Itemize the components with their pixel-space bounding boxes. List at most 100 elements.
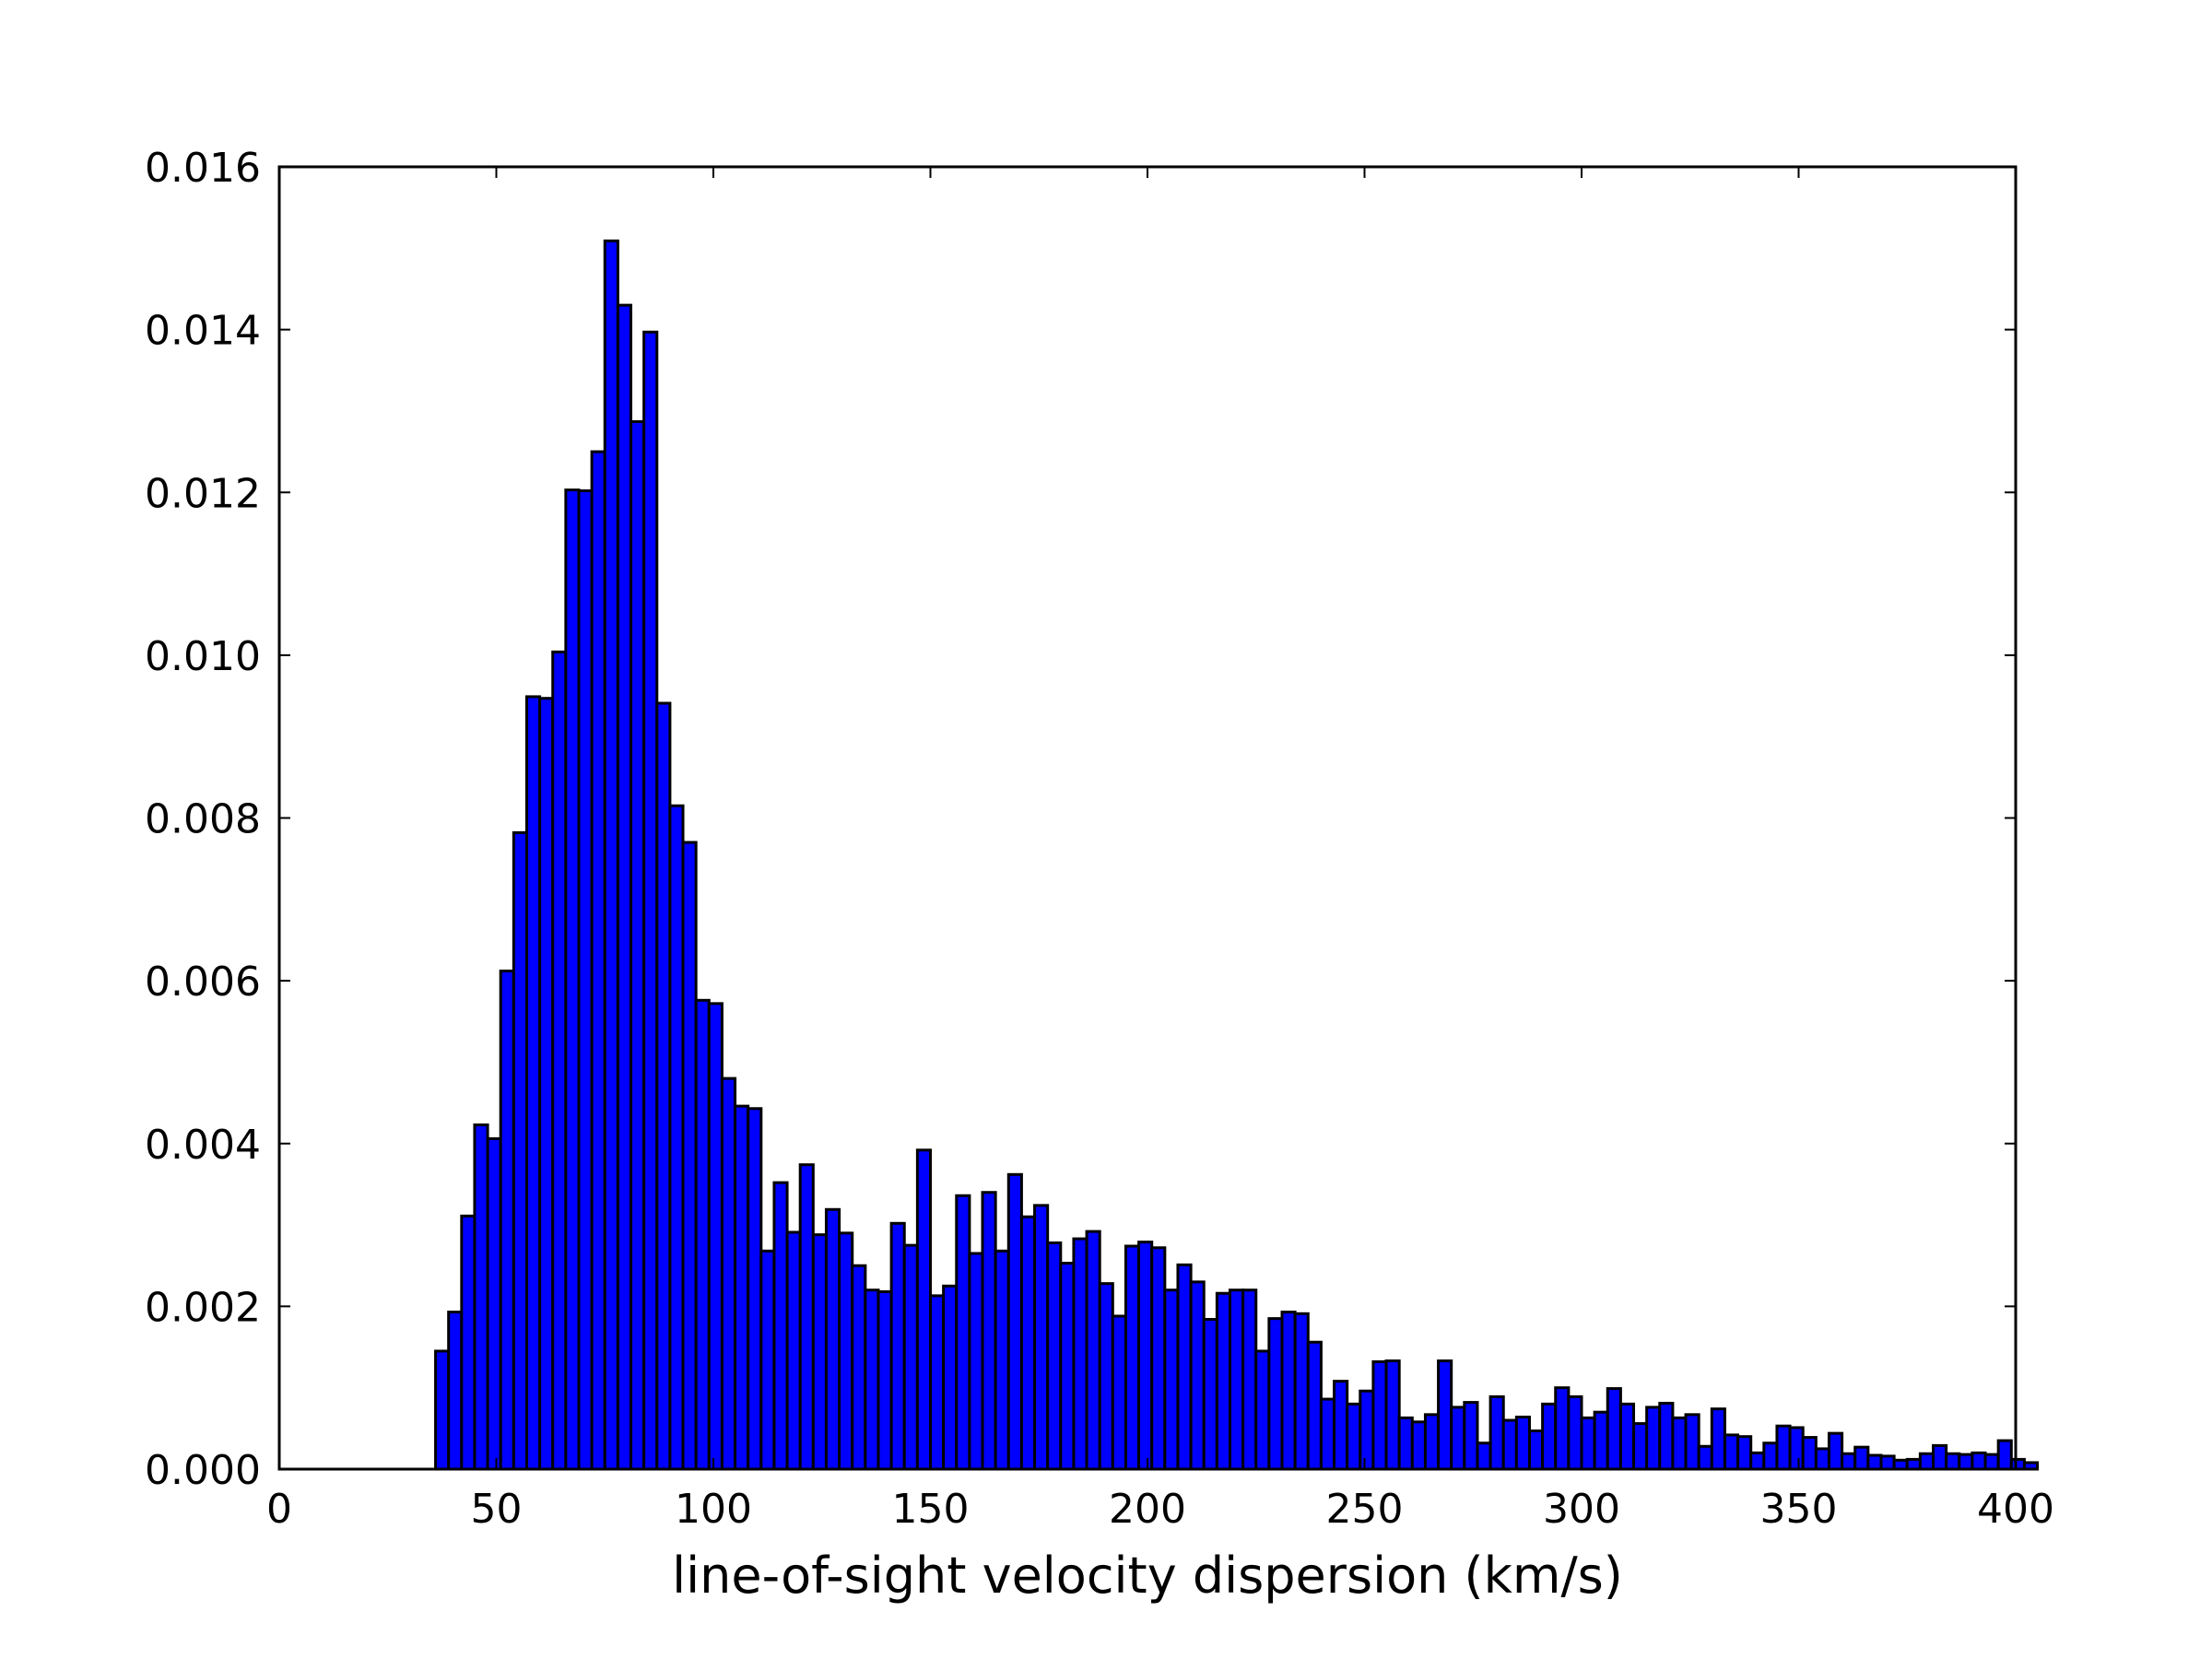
histogram-bar <box>1111 1314 1127 1471</box>
histogram-bar <box>1046 1241 1063 1471</box>
histogram-bar <box>2022 1461 2040 1471</box>
histogram-bar <box>1841 1452 1857 1471</box>
histogram-bar <box>1853 1445 1870 1471</box>
histogram-bar <box>1879 1454 1896 1471</box>
histogram-bar <box>1775 1424 1792 1471</box>
histogram-bar <box>1541 1402 1558 1471</box>
y-tick-label: 0.006 <box>145 959 261 1006</box>
histogram-bar <box>538 697 555 1471</box>
histogram-bar <box>759 1249 776 1471</box>
histogram-bar <box>824 1207 841 1471</box>
histogram-bar <box>1618 1402 1636 1471</box>
histogram-bar <box>1567 1394 1583 1471</box>
histogram-bar <box>1827 1431 1844 1471</box>
histogram-bar <box>1476 1441 1492 1471</box>
histogram-bar <box>1918 1452 1936 1471</box>
histogram-bar <box>1463 1401 1479 1471</box>
histogram-bar <box>1736 1435 1753 1471</box>
histogram-bar <box>889 1221 906 1471</box>
histogram-bar <box>942 1284 959 1471</box>
x-tick-label: 250 <box>1326 1486 1404 1533</box>
y-tick-labels: 0.000 0.002 0.004 0.006 0.008 0.010 0.012 0.014… <box>145 145 261 1494</box>
histogram-bar <box>1346 1402 1362 1471</box>
histogram-bar <box>864 1288 880 1471</box>
histogram-bar <box>1163 1288 1180 1471</box>
histogram-bar <box>1710 1407 1726 1471</box>
histogram-bar <box>460 1214 477 1471</box>
histogram-bar <box>915 1148 932 1471</box>
histogram-bar <box>929 1294 946 1471</box>
histogram-bar <box>734 1104 750 1471</box>
histogram-bar <box>1333 1380 1349 1471</box>
histogram-bar <box>851 1264 867 1471</box>
y-tick-label: 0.008 <box>145 796 261 843</box>
x-tick-label: 150 <box>892 1486 970 1533</box>
x-tick-label: 100 <box>675 1486 752 1533</box>
histogram-bar <box>1905 1457 1922 1471</box>
histogram-bar <box>564 488 581 1471</box>
histogram-bar <box>1814 1447 1830 1471</box>
histogram-bar <box>1762 1441 1779 1471</box>
histogram-bar <box>1397 1416 1414 1471</box>
histogram-bar <box>981 1191 997 1471</box>
histogram-bar <box>577 488 594 1471</box>
histogram-bar <box>447 1311 464 1471</box>
histogram-bar <box>486 1136 502 1471</box>
histogram-bar <box>1319 1397 1336 1471</box>
histogram-bar <box>1450 1406 1466 1471</box>
histogram-bar <box>1645 1406 1662 1471</box>
plot-frame <box>277 165 2018 1471</box>
histogram-bar <box>1501 1418 1518 1471</box>
histogram-bar <box>551 650 568 1471</box>
histogram-bar <box>1723 1433 1740 1471</box>
histogram-bar <box>1488 1394 1505 1471</box>
histogram-bar <box>1580 1416 1596 1471</box>
histogram-bar <box>434 1349 451 1471</box>
histogram-bar <box>1410 1420 1427 1471</box>
histogram-bar <box>1280 1311 1297 1471</box>
y-tick-label: 0.004 <box>145 1122 261 1169</box>
histogram-bar <box>798 1163 815 1471</box>
histogram-bar <box>1124 1244 1141 1471</box>
x-tick-label: 200 <box>1109 1486 1186 1533</box>
histogram-bar <box>1527 1429 1545 1471</box>
x-tick-label: 400 <box>1977 1486 2054 1533</box>
y-tick-label: 0.016 <box>145 145 261 192</box>
histogram-bar <box>1788 1426 1805 1471</box>
histogram-bar <box>1866 1453 1883 1471</box>
histogram-bar <box>1671 1416 1688 1471</box>
histogram-bar <box>1554 1386 1571 1471</box>
histogram-bar <box>473 1123 489 1471</box>
histogram-bar <box>603 239 619 1471</box>
histogram-bar <box>707 1002 724 1471</box>
histogram-bar <box>616 303 633 1471</box>
histogram-bar <box>1983 1453 2000 1471</box>
histogram-bar <box>681 841 698 1471</box>
histogram-bar <box>590 450 606 1471</box>
histogram-bar <box>1971 1451 1987 1471</box>
histogram-bar <box>694 998 711 1471</box>
histogram-bar <box>1293 1312 1310 1471</box>
histogram-bar <box>994 1249 1010 1471</box>
histogram-bar <box>838 1231 854 1471</box>
histogram-bar <box>1684 1413 1700 1471</box>
histogram-bar <box>1254 1349 1271 1471</box>
x-tick-label: 350 <box>1760 1486 1838 1533</box>
histogram-bar <box>772 1181 789 1471</box>
histogram-bar <box>1632 1422 1649 1471</box>
histogram-bar <box>629 419 646 1471</box>
histogram-bar <box>1359 1389 1375 1471</box>
histogram-bar <box>655 701 672 1471</box>
histogram-bar <box>1137 1241 1154 1471</box>
histogram-bar <box>1059 1262 1076 1471</box>
histogram-bar <box>1932 1443 1948 1471</box>
histogram-bar <box>642 330 659 1471</box>
histogram-bar <box>1033 1204 1050 1471</box>
histogram-bar <box>524 695 542 1471</box>
histogram-bar <box>1019 1215 1037 1471</box>
histogram-bar <box>1267 1317 1284 1471</box>
x-axis-label: line-of-sight velocity dispersion (km/s) <box>672 1547 1623 1605</box>
histogram-bar <box>1958 1453 1974 1471</box>
y-tick-label: 0.014 <box>145 308 261 355</box>
